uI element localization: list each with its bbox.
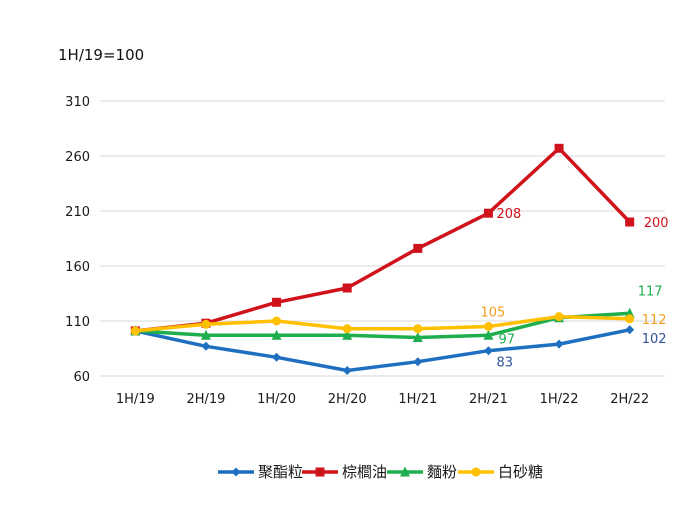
- data-point: [413, 324, 423, 334]
- series-line: [135, 314, 630, 333]
- y-tick-label: 310: [65, 95, 90, 110]
- series-3: [130, 312, 635, 336]
- legend-label: 棕櫚油: [342, 463, 387, 481]
- data-point: [554, 143, 564, 153]
- data-point: [412, 332, 423, 342]
- x-tick-label: 1H/22: [540, 392, 579, 407]
- data-point: [200, 329, 211, 340]
- legend-label: 聚酯粒: [258, 463, 303, 481]
- data-point: [342, 366, 352, 375]
- data-point: [483, 329, 494, 340]
- data-label: 83: [496, 356, 513, 371]
- unit-label: 1H/19=100: [58, 46, 144, 64]
- data-point: [625, 314, 635, 324]
- x-tick-label: 1H/21: [398, 392, 437, 407]
- data-point: [483, 208, 493, 218]
- data-point: [342, 324, 352, 334]
- series-line: [135, 146, 631, 333]
- data-point: [413, 243, 423, 253]
- data-point: [625, 217, 635, 227]
- legend-marker: [315, 467, 325, 477]
- data-point: [554, 312, 564, 322]
- data-point: [342, 329, 353, 340]
- data-point: [272, 297, 282, 307]
- y-tick-label: 210: [65, 205, 90, 220]
- y-tick-label: 260: [65, 150, 90, 165]
- data-point: [342, 283, 352, 293]
- series-line: [135, 311, 630, 340]
- data-label: 97: [498, 332, 515, 347]
- legend-item: 棕櫚油: [302, 463, 387, 481]
- data-point: [554, 339, 564, 349]
- legend-item: 麵粉: [387, 463, 457, 481]
- data-point: [483, 322, 493, 331]
- legend-label: 麵粉: [427, 463, 457, 481]
- data-label: 117: [638, 284, 663, 299]
- data-label: 105: [480, 306, 505, 321]
- y-tick-label: 160: [65, 260, 90, 275]
- x-tick-label: 2H/19: [186, 392, 225, 407]
- grid-layer: 60 110 160 210 260 310: [65, 95, 665, 385]
- legend-marker: [231, 467, 241, 477]
- data-point: [271, 329, 282, 340]
- data-point: [483, 346, 493, 356]
- axis-layer: 1H/19 2H/19 1H/20 2H/20 1H/21 2H/21 1H/22 2H/22: [116, 392, 649, 407]
- data-point: [625, 325, 635, 335]
- data-point: [272, 316, 282, 326]
- data-point: [413, 357, 423, 367]
- data-point: [130, 326, 140, 336]
- x-tick-label: 2H/20: [328, 392, 367, 407]
- legend-marker: [471, 467, 481, 477]
- data-label: 200: [644, 216, 669, 231]
- data-point: [272, 352, 282, 362]
- y-tick-label: 110: [65, 315, 90, 330]
- x-tick-label: 2H/21: [469, 392, 508, 407]
- legend-label: 白砂糖: [498, 463, 543, 481]
- x-tick-label: 2H/22: [610, 392, 649, 407]
- data-point: [201, 341, 211, 351]
- series-line: [134, 328, 631, 373]
- legend-item: 白砂糖: [458, 463, 543, 481]
- legend-marker: [400, 466, 410, 477]
- series-1: [130, 143, 635, 336]
- x-tick-label: 1H/20: [257, 392, 296, 407]
- data-label: 112: [642, 313, 667, 328]
- data-label: 208: [496, 207, 521, 222]
- y-tick-label: 60: [73, 370, 90, 385]
- data-point: [201, 319, 211, 329]
- x-tick-label: 1H/19: [116, 392, 155, 407]
- legend-item: 聚酯粒: [218, 463, 303, 481]
- data-label-layer: 208 200 105 97 83 117 112 102: [480, 207, 668, 371]
- series-layer: [130, 143, 635, 375]
- series-0: [130, 325, 635, 375]
- data-label: 102: [642, 332, 667, 347]
- legend: 聚酯粒 棕櫚油 麵粉 白砂糖: [218, 463, 543, 481]
